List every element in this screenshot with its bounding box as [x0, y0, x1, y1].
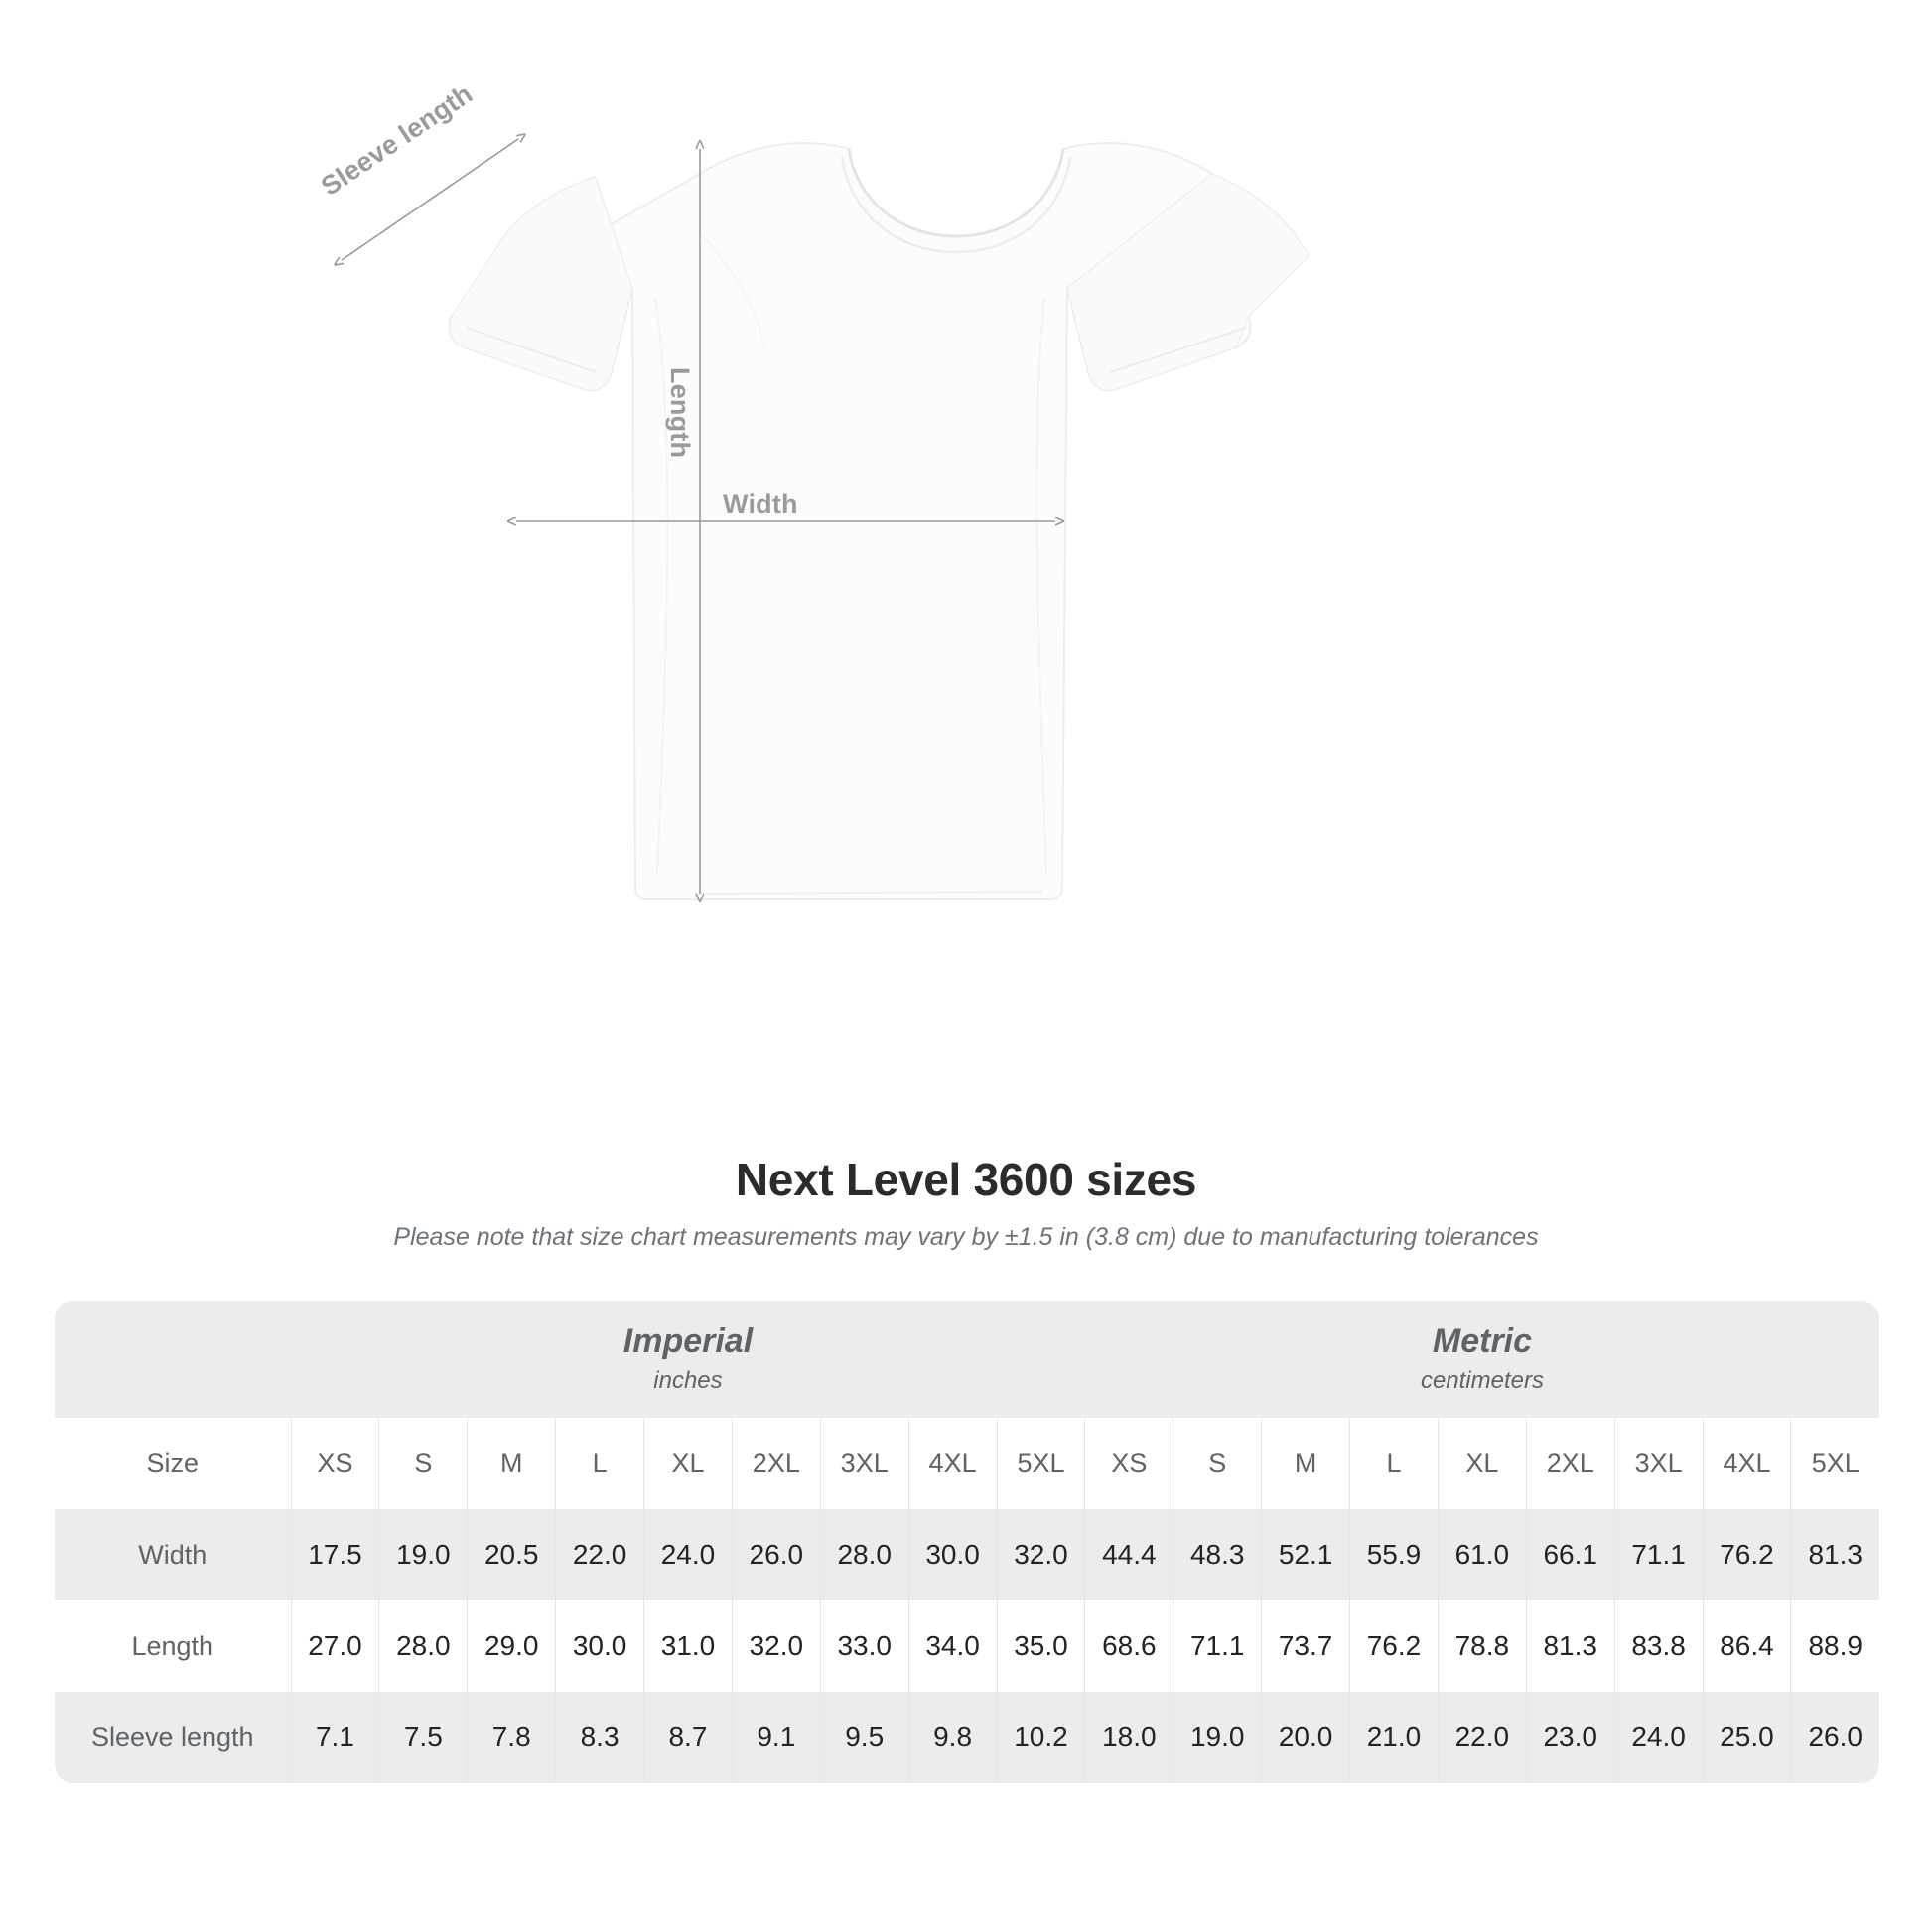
- cell-sleeve-length-imperial-l: 8.3: [555, 1692, 645, 1783]
- cell-sleeve-length-metric-3xl: 24.0: [1614, 1692, 1704, 1783]
- cell-sleeve-length-imperial-3xl: 9.5: [820, 1692, 909, 1783]
- cell-width-imperial-4xl: 30.0: [908, 1509, 998, 1600]
- cell-width-metric-m: 52.1: [1261, 1509, 1351, 1600]
- unit-header-spacer: [55, 1301, 292, 1418]
- cell-length-metric-5xl: 88.9: [1790, 1600, 1879, 1692]
- size-header-metric-4xl: 4XL: [1703, 1418, 1792, 1509]
- unit-group-sub: centimeters: [1420, 1367, 1544, 1394]
- width-label: Width: [723, 489, 798, 519]
- cell-sleeve-length-metric-xl: 22.0: [1438, 1692, 1527, 1783]
- cell-length-imperial-4xl: 34.0: [908, 1600, 998, 1692]
- size-header-imperial-4xl: 4XL: [908, 1418, 998, 1509]
- size-header-metric-m: M: [1261, 1418, 1351, 1509]
- sleeve-length-arrow: [342, 139, 518, 260]
- cell-length-imperial-xs: 27.0: [291, 1600, 380, 1692]
- length-label: Length: [665, 367, 695, 459]
- unit-group-imperial: Imperial inches: [291, 1301, 1085, 1418]
- cell-width-imperial-3xl: 28.0: [820, 1509, 909, 1600]
- cell-sleeve-length-imperial-4xl: 9.8: [908, 1692, 998, 1783]
- page-subtitle: Please note that size chart measurements…: [393, 1223, 1539, 1251]
- size-header-metric-l: L: [1349, 1418, 1439, 1509]
- cell-length-imperial-xl: 31.0: [643, 1600, 733, 1692]
- size-header-metric-5xl: 5XL: [1790, 1418, 1879, 1509]
- cell-length-imperial-2xl: 32.0: [732, 1600, 821, 1692]
- cell-sleeve-length-metric-xs: 18.0: [1084, 1692, 1174, 1783]
- row-header-length: Length: [55, 1600, 292, 1692]
- cell-length-metric-xl: 78.8: [1438, 1600, 1527, 1692]
- cell-length-metric-4xl: 86.4: [1703, 1600, 1792, 1692]
- table-row: Sleeve length 7.1 7.5 7.8 8.3 8.7 9.1 9.5 9.8 10.…: [55, 1692, 1879, 1783]
- cell-length-metric-xs: 68.6: [1084, 1600, 1174, 1692]
- size-header-imperial-xs: XS: [291, 1418, 380, 1509]
- size-header-imperial-xl: XL: [643, 1418, 733, 1509]
- cell-sleeve-length-metric-s: 19.0: [1173, 1692, 1263, 1783]
- cell-width-metric-s: 48.3: [1173, 1509, 1263, 1600]
- unit-group-metric: Metric centimeters: [1084, 1301, 1879, 1418]
- cell-sleeve-length-metric-5xl: 26.0: [1790, 1692, 1879, 1783]
- unit-group-sub: inches: [653, 1367, 723, 1394]
- size-header-imperial-3xl: 3XL: [820, 1418, 909, 1509]
- size-header-metric-xs: XS: [1084, 1418, 1174, 1509]
- size-header-imperial-l: L: [555, 1418, 645, 1509]
- size-header-metric-3xl: 3XL: [1614, 1418, 1704, 1509]
- cell-length-metric-3xl: 83.8: [1614, 1600, 1704, 1692]
- cell-sleeve-length-metric-4xl: 25.0: [1703, 1692, 1792, 1783]
- cell-length-metric-l: 76.2: [1349, 1600, 1439, 1692]
- cell-length-metric-2xl: 81.3: [1526, 1600, 1615, 1692]
- size-header-imperial-2xl: 2XL: [732, 1418, 821, 1509]
- cell-width-metric-5xl: 81.3: [1790, 1509, 1879, 1600]
- size-table-container: Imperial inches Metric centimeters Size XS S M L…: [55, 1301, 1879, 1783]
- cell-length-imperial-s: 28.0: [378, 1600, 469, 1692]
- unit-group-name: Imperial: [622, 1322, 754, 1360]
- cell-length-metric-s: 71.1: [1173, 1600, 1263, 1692]
- cell-sleeve-length-imperial-xl: 8.7: [643, 1692, 733, 1783]
- row-header-width: Width: [55, 1509, 292, 1600]
- size-chart-table: Imperial inches Metric centimeters Size XS S M L…: [55, 1301, 1879, 1783]
- cell-length-imperial-l: 30.0: [555, 1600, 645, 1692]
- size-header-imperial-s: S: [378, 1418, 469, 1509]
- cell-sleeve-length-imperial-2xl: 9.1: [732, 1692, 821, 1783]
- cell-sleeve-length-metric-2xl: 23.0: [1526, 1692, 1615, 1783]
- cell-sleeve-length-imperial-xs: 7.1: [291, 1692, 380, 1783]
- cell-width-metric-3xl: 71.1: [1614, 1509, 1704, 1600]
- size-header-row: Size XS S M L XL 2XL 3XL 4XL 5XL XS S M L XL 2XL 3XL 4XL 5…: [55, 1418, 1879, 1509]
- size-header-imperial-5xl: 5XL: [997, 1418, 1086, 1509]
- cell-width-metric-4xl: 76.2: [1703, 1509, 1792, 1600]
- table-row: Length 27.0 28.0 29.0 30.0 31.0 32.0 33.0 34.0 35…: [55, 1600, 1879, 1692]
- cell-width-imperial-s: 19.0: [378, 1509, 469, 1600]
- cell-sleeve-length-imperial-s: 7.5: [378, 1692, 469, 1783]
- cell-width-imperial-xl: 24.0: [643, 1509, 733, 1600]
- cell-sleeve-length-imperial-m: 7.8: [467, 1692, 557, 1783]
- size-header-metric-xl: XL: [1438, 1418, 1527, 1509]
- cell-width-metric-xs: 44.4: [1084, 1509, 1174, 1600]
- cell-width-metric-xl: 61.0: [1438, 1509, 1527, 1600]
- size-row-header: Size: [55, 1418, 292, 1509]
- cell-width-metric-l: 55.9: [1349, 1509, 1439, 1600]
- cell-length-imperial-m: 29.0: [467, 1600, 557, 1692]
- page-title: Next Level 3600 sizes: [735, 1154, 1197, 1205]
- cell-width-imperial-5xl: 32.0: [997, 1509, 1086, 1600]
- row-header-sleeve-length: Sleeve length: [55, 1692, 292, 1783]
- size-chart-diagram: Sleeve length Length Width: [0, 0, 1310, 1152]
- size-header-metric-2xl: 2XL: [1526, 1418, 1615, 1509]
- cell-width-metric-2xl: 66.1: [1526, 1509, 1615, 1600]
- cell-width-imperial-l: 22.0: [555, 1509, 645, 1600]
- cell-length-imperial-3xl: 33.0: [820, 1600, 909, 1692]
- cell-width-imperial-xs: 17.5: [291, 1509, 380, 1600]
- cell-width-imperial-m: 20.5: [467, 1509, 557, 1600]
- size-header-imperial-m: M: [467, 1418, 557, 1509]
- table-row: Width 17.5 19.0 20.5 22.0 24.0 26.0 28.0 30.0 32.…: [55, 1509, 1879, 1600]
- cell-length-imperial-5xl: 35.0: [997, 1600, 1086, 1692]
- cell-sleeve-length-metric-m: 20.0: [1261, 1692, 1351, 1783]
- cell-width-imperial-2xl: 26.0: [732, 1509, 821, 1600]
- tshirt-illustration: [0, 0, 1310, 1152]
- cell-sleeve-length-imperial-5xl: 10.2: [997, 1692, 1086, 1783]
- title-block: Next Level 3600 sizes Please note that s…: [0, 1152, 1932, 1253]
- size-header-metric-s: S: [1173, 1418, 1263, 1509]
- unit-group-name: Metric: [1432, 1322, 1533, 1360]
- unit-header-row: Imperial inches Metric centimeters: [55, 1301, 1879, 1418]
- cell-length-metric-m: 73.7: [1261, 1600, 1351, 1692]
- cell-sleeve-length-metric-l: 21.0: [1349, 1692, 1439, 1783]
